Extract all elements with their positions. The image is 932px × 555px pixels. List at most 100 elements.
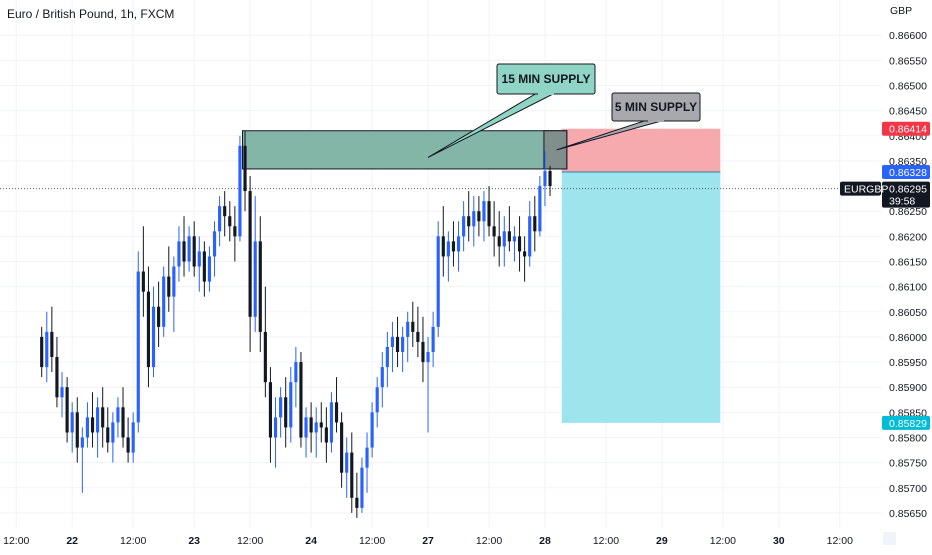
candle[interactable]: [334, 402, 339, 423]
candle[interactable]: [70, 412, 74, 433]
take-profit-zone[interactable]: [561, 171, 721, 423]
candle[interactable]: [162, 276, 166, 327]
candle[interactable]: [172, 266, 176, 297]
candle[interactable]: [528, 216, 532, 257]
candle[interactable]: [207, 256, 212, 282]
candle[interactable]: [319, 422, 323, 428]
candle[interactable]: [401, 336, 405, 352]
candle[interactable]: [146, 291, 151, 368]
candle[interactable]: [451, 241, 456, 252]
candle[interactable]: [477, 211, 481, 222]
candle[interactable]: [538, 186, 542, 232]
candle[interactable]: [294, 362, 298, 383]
candle[interactable]: [406, 321, 410, 337]
candle[interactable]: [350, 452, 354, 498]
candle[interactable]: [141, 271, 145, 292]
candle[interactable]: [523, 251, 527, 257]
candle[interactable]: [441, 236, 445, 257]
candle[interactable]: [273, 417, 278, 438]
candle[interactable]: [360, 467, 364, 508]
candle[interactable]: [167, 276, 171, 297]
candle[interactable]: [177, 241, 181, 267]
candle[interactable]: [426, 352, 430, 363]
candle[interactable]: [385, 346, 389, 368]
candle[interactable]: [258, 241, 262, 332]
candle[interactable]: [268, 382, 273, 438]
candle[interactable]: [431, 326, 435, 352]
candle[interactable]: [507, 231, 511, 242]
candle[interactable]: [487, 201, 491, 227]
candle[interactable]: [131, 422, 135, 453]
candle[interactable]: [304, 417, 308, 438]
candle[interactable]: [75, 412, 79, 448]
candle[interactable]: [482, 201, 486, 222]
candle[interactable]: [314, 422, 318, 433]
candle[interactable]: [299, 362, 303, 438]
candle[interactable]: [60, 387, 64, 398]
candle[interactable]: [345, 452, 349, 473]
candle[interactable]: [517, 236, 522, 252]
settings-icon[interactable]: [883, 532, 896, 545]
candle[interactable]: [136, 271, 140, 423]
candle[interactable]: [96, 407, 100, 433]
candle[interactable]: [497, 236, 501, 247]
candle[interactable]: [253, 241, 257, 317]
candle[interactable]: [157, 306, 161, 327]
target-price-tag[interactable]: [882, 415, 930, 430]
candle[interactable]: [197, 251, 201, 267]
stop-loss-zone[interactable]: [561, 128, 721, 172]
candle[interactable]: [416, 331, 420, 342]
candle[interactable]: [309, 417, 313, 433]
candle[interactable]: [182, 241, 186, 262]
candle[interactable]: [151, 306, 156, 368]
candle[interactable]: [512, 236, 517, 242]
candle[interactable]: [55, 357, 59, 398]
candle[interactable]: [101, 407, 105, 428]
candle[interactable]: [380, 367, 384, 388]
candle[interactable]: [456, 236, 461, 252]
current-price-tag[interactable]: [882, 181, 930, 208]
candle[interactable]: [472, 211, 476, 227]
candle[interactable]: [223, 206, 227, 217]
candle[interactable]: [238, 145, 242, 237]
candle[interactable]: [106, 427, 110, 443]
candle[interactable]: [533, 216, 537, 232]
stop-price-tag[interactable]: [882, 121, 930, 136]
candle[interactable]: [202, 251, 206, 282]
candle[interactable]: [462, 216, 466, 237]
candle[interactable]: [248, 191, 252, 317]
candle[interactable]: [90, 417, 95, 433]
supply-zone-15min[interactable]: [241, 130, 568, 170]
candle[interactable]: [126, 437, 130, 453]
candle[interactable]: [411, 321, 415, 332]
candle[interactable]: [218, 206, 222, 232]
candle[interactable]: [284, 397, 288, 428]
symbol-tag[interactable]: [840, 181, 881, 196]
candle[interactable]: [390, 336, 395, 347]
candle[interactable]: [85, 417, 90, 438]
candle[interactable]: [116, 407, 120, 423]
candle[interactable]: [492, 226, 496, 237]
candle[interactable]: [340, 422, 344, 473]
candle[interactable]: [45, 331, 49, 368]
candle[interactable]: [228, 216, 232, 227]
candle[interactable]: [355, 497, 359, 508]
candle[interactable]: [121, 407, 125, 438]
candle[interactable]: [212, 231, 217, 257]
candle[interactable]: [111, 422, 115, 443]
candle[interactable]: [324, 427, 328, 443]
candle[interactable]: [65, 387, 69, 433]
candle[interactable]: [543, 170, 547, 187]
candle[interactable]: [40, 336, 44, 368]
candle[interactable]: [502, 231, 506, 247]
candle[interactable]: [375, 387, 379, 413]
candle[interactable]: [329, 402, 334, 443]
candle[interactable]: [395, 336, 400, 352]
candle[interactable]: [263, 331, 267, 383]
candle[interactable]: [80, 437, 84, 448]
candle[interactable]: [436, 236, 440, 327]
candle[interactable]: [233, 226, 237, 237]
candle[interactable]: [279, 397, 283, 418]
